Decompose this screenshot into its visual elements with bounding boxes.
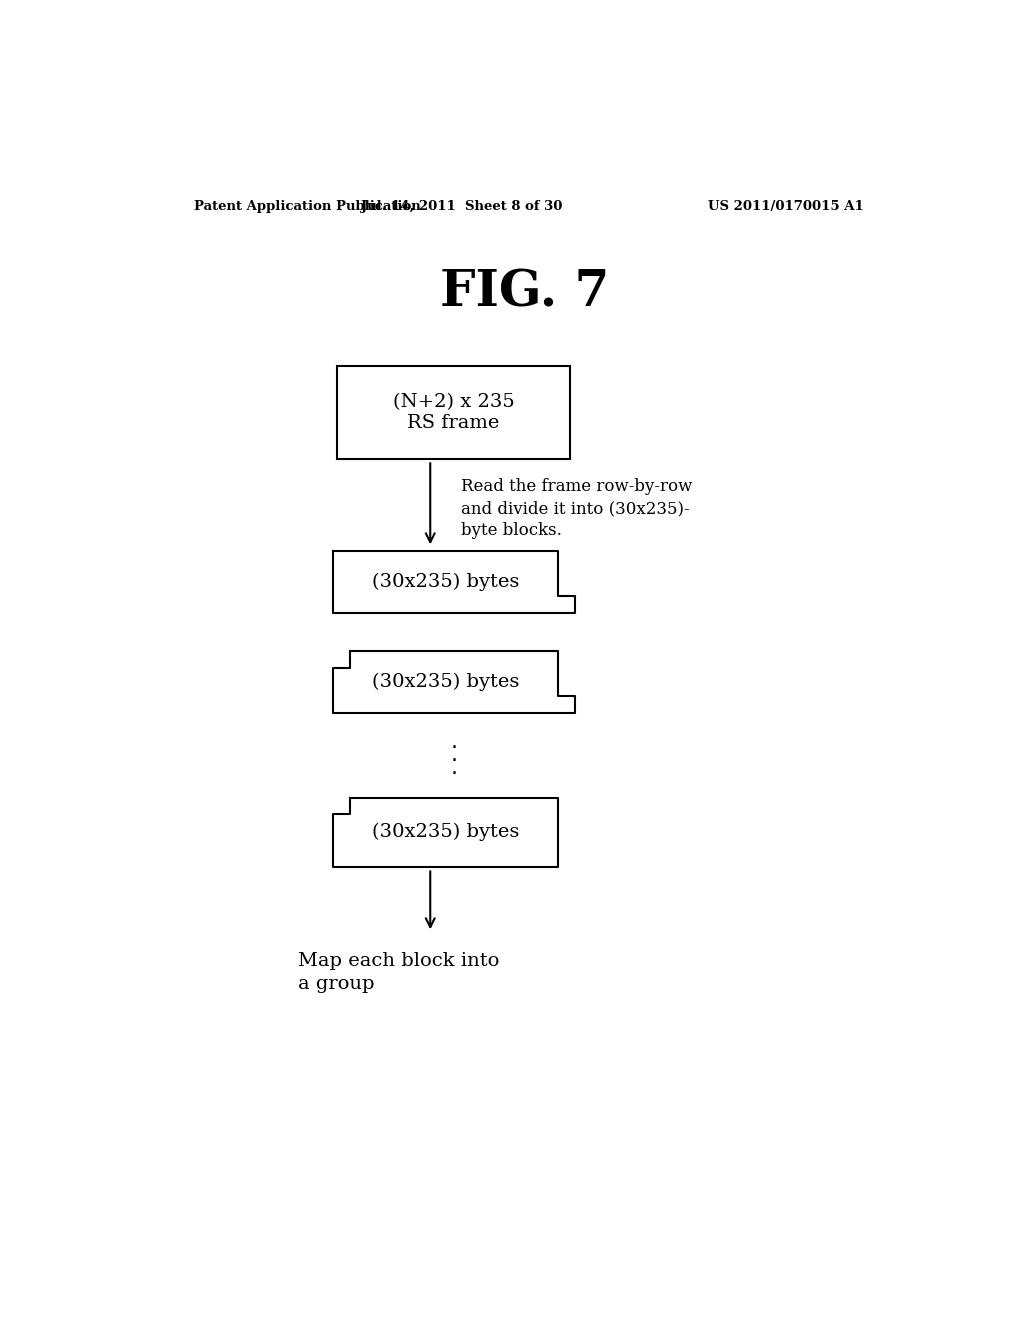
- Bar: [337, 367, 569, 459]
- Text: (30x235) bytes: (30x235) bytes: [372, 824, 519, 841]
- Text: US 2011/0170015 A1: US 2011/0170015 A1: [709, 199, 864, 213]
- Text: .: .: [451, 746, 458, 766]
- Text: Map each block into
a group: Map each block into a group: [299, 952, 500, 993]
- Text: .: .: [451, 758, 458, 779]
- Text: .: .: [451, 733, 458, 752]
- Text: Jul. 14, 2011  Sheet 8 of 30: Jul. 14, 2011 Sheet 8 of 30: [360, 199, 562, 213]
- Text: (30x235) bytes: (30x235) bytes: [372, 573, 519, 591]
- Text: (N+2) x 235
RS frame: (N+2) x 235 RS frame: [392, 393, 514, 432]
- Text: FIG. 7: FIG. 7: [440, 269, 609, 318]
- Text: (30x235) bytes: (30x235) bytes: [372, 673, 519, 692]
- Text: Read the frame row-by-row
and divide it into (30x235)-
byte blocks.: Read the frame row-by-row and divide it …: [461, 478, 692, 540]
- Text: Patent Application Publication: Patent Application Publication: [194, 199, 421, 213]
